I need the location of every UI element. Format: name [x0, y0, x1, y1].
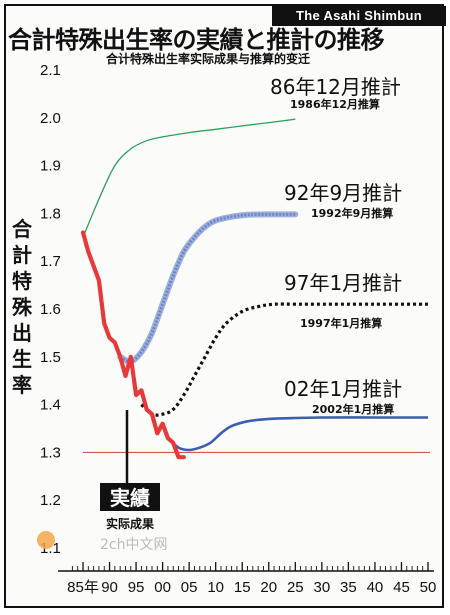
y-tick-label: 1.6 — [40, 301, 61, 318]
watermark-text: 2ch中文网 — [100, 537, 167, 553]
x-tick-label: 95 — [128, 579, 145, 596]
watermark-logo — [37, 531, 55, 549]
y-tick-label: 1.5 — [40, 349, 61, 366]
actual-label-box — [100, 483, 160, 511]
x-tick-label: 90 — [101, 579, 118, 596]
series-line-1986-estimate — [82, 118, 296, 238]
chart-subtitle: 合计特殊出生率实际成果与推算的变迁 — [106, 52, 311, 66]
y-tick-label: 1.8 — [40, 205, 61, 222]
series-label: 97年1月推計 — [284, 271, 402, 295]
x-tick-label: 50 — [420, 579, 437, 596]
brand-label: The Asahi Shimbun — [272, 6, 446, 26]
x-tick-label: 30 — [314, 579, 331, 596]
actual-label: 実績 — [110, 486, 150, 510]
y-tick-label: 1.2 — [40, 492, 61, 509]
series-line-1997-estimate — [140, 302, 428, 417]
series-sublabel: 1992年9月推算 — [311, 206, 393, 220]
series-sublabel: 1997年1月推算 — [300, 316, 382, 330]
x-tick-label: 20 — [260, 579, 277, 596]
series-line-1992-estimate-halo — [117, 211, 299, 365]
series-label: 86年12月推計 — [270, 75, 401, 99]
x-tick-label: 00 — [154, 579, 171, 596]
x-tick-label: 35 — [340, 579, 357, 596]
series-label: 92年9月推計 — [284, 181, 402, 205]
y-tick-label: 1.9 — [40, 158, 61, 175]
y-tick-label: 1.7 — [40, 253, 61, 270]
series-label: 02年1月推計 — [284, 377, 402, 401]
x-tick-label: 10 — [207, 579, 224, 596]
y-tick-label: 2.1 — [40, 62, 61, 79]
series-line-1992-estimate — [119, 212, 296, 364]
x-tick-label: 25 — [287, 579, 304, 596]
y-tick-label: 1.3 — [40, 444, 61, 461]
x-tick-label: 15 — [234, 579, 251, 596]
chart-title: 合計特殊出生率の実績と推計の推移 — [8, 26, 385, 54]
series-sublabel: 2002年1月推算 — [312, 402, 394, 416]
series-line-2002-estimate — [167, 416, 428, 452]
y-tick-label: 1.4 — [40, 397, 61, 414]
x-tick-label: 05 — [181, 579, 198, 596]
actual-sublabel: 实际成果 — [106, 516, 154, 531]
series-line-actual — [80, 230, 186, 460]
x-tick-label: 45 — [393, 579, 410, 596]
y-axis-label: 合計特殊出生率 — [12, 217, 33, 397]
x-tick-label: 85年 — [67, 579, 99, 596]
chart-frame: The Asahi Shimbun — [4, 4, 446, 608]
y-tick-label: 2.0 — [40, 110, 61, 127]
x-tick-label: 40 — [367, 579, 384, 596]
series-sublabel: 1986年12月推算 — [290, 97, 380, 111]
